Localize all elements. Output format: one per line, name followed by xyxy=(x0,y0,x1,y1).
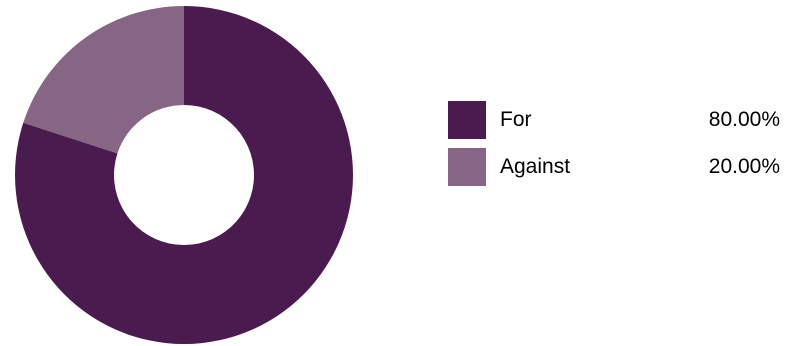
donut-slices xyxy=(15,6,354,344)
legend-swatch-against xyxy=(448,148,486,186)
legend-item-against: Against 20.00% xyxy=(448,148,784,187)
chart-legend: For 80.00% Against 20.00% xyxy=(448,101,784,195)
legend-value-against: 20.00% xyxy=(708,155,780,178)
legend-label-against: Against xyxy=(500,155,571,178)
donut-slice-for xyxy=(15,6,354,344)
legend-swatch-for xyxy=(448,101,486,139)
legend-item-for: For 80.00% xyxy=(448,101,784,140)
donut-slice-against xyxy=(23,6,184,154)
legend-label-for: For xyxy=(500,108,532,131)
legend-value-for: 80.00% xyxy=(708,108,780,131)
donut-chart xyxy=(15,6,354,344)
